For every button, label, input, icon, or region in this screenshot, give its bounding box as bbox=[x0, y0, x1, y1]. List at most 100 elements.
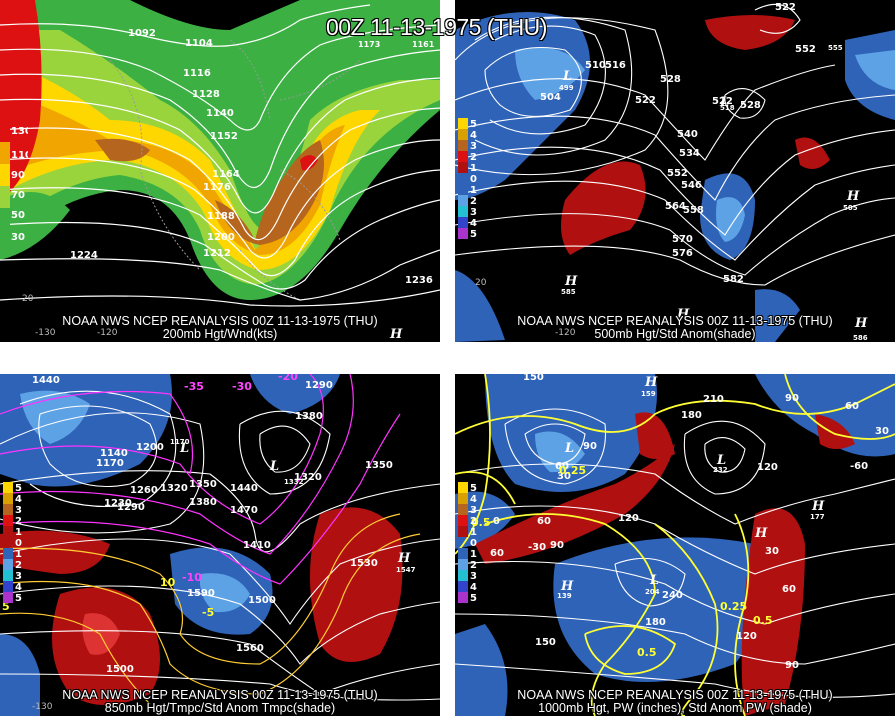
contour-label: 1290 bbox=[117, 502, 145, 513]
low-pressure-symbol: L bbox=[564, 441, 574, 456]
legend-label: 4 bbox=[470, 218, 477, 229]
legend-label: 2 bbox=[470, 516, 477, 527]
contour-label: 1440 bbox=[230, 483, 258, 494]
contour-label: 1380 bbox=[295, 411, 323, 422]
high-pressure-symbol: H bbox=[397, 551, 411, 566]
contour-label: 558 bbox=[683, 205, 704, 216]
contour-label: 1212 bbox=[203, 248, 231, 259]
height-contours bbox=[455, 3, 895, 286]
contour-label: 528 bbox=[740, 100, 761, 111]
map-1000mb: 150 210 180 90 60 30 0 -30 60 90 120 150… bbox=[455, 374, 895, 716]
legend-label: 1 bbox=[470, 549, 477, 560]
legend-label: 130 bbox=[11, 126, 28, 137]
legend-label: 0 bbox=[470, 174, 477, 185]
legend-label: 1 bbox=[15, 549, 22, 560]
high-pressure-symbol: H bbox=[846, 189, 860, 204]
low-pressure-symbol: L bbox=[716, 453, 726, 468]
legend-label: 5 bbox=[15, 483, 22, 494]
contour-label: 30 bbox=[557, 471, 571, 482]
contour-label: 1470 bbox=[230, 505, 258, 516]
contour-label: 522 bbox=[635, 95, 656, 106]
contour-label: 504 bbox=[540, 92, 561, 103]
center-value: 505 bbox=[843, 204, 858, 212]
contour-label: 1170 bbox=[96, 458, 124, 469]
contour-label: 30 bbox=[875, 426, 889, 437]
contour-label: 180 bbox=[681, 410, 702, 421]
temp-label: 5 bbox=[2, 600, 10, 613]
contour-label: 1128 bbox=[192, 89, 220, 100]
wind-core-red-2 bbox=[300, 155, 318, 171]
panel-caption-source: NOAA NWS NCEP REANALYSIS 00Z 11-13-1975 … bbox=[517, 688, 833, 702]
contour-label: -30 bbox=[528, 542, 546, 553]
panel-200mb: 1092 1104 1116 1128 1140 1152 1164 1176 … bbox=[0, 0, 440, 342]
panel-caption-source: NOAA NWS NCEP REANALYSIS 00Z 11-13-1975 … bbox=[517, 314, 833, 328]
panel-caption-field: 1000mb Hgt, PW (inches), Std Anom PW (sh… bbox=[538, 701, 812, 715]
contour-label: 1290 bbox=[305, 380, 333, 391]
lon-tick: -120 bbox=[97, 328, 118, 338]
legend-label: 3 bbox=[15, 571, 22, 582]
contour-label: 1176 bbox=[203, 182, 231, 193]
panel-caption-field: 500mb Hgt/Std Anom(shade) bbox=[594, 327, 756, 341]
anomaly-red-east bbox=[310, 507, 403, 662]
high-pressure-symbol: H bbox=[854, 316, 868, 331]
anomaly-legend: 5 4 3 2 1 0 1 2 3 4 5 bbox=[458, 482, 477, 604]
contour-label: 1350 bbox=[365, 460, 393, 471]
contour-label: 1590 bbox=[187, 588, 215, 599]
map-850mb: 1440 1170 1140 1200 1230 1260 1290 1320 … bbox=[0, 374, 440, 716]
contour-label: 1200 bbox=[136, 442, 164, 453]
high-pressure-symbol: H bbox=[811, 499, 825, 514]
legend-label: 4 bbox=[15, 494, 22, 505]
contour-label: 1164 bbox=[212, 169, 240, 180]
contour-label: 90 bbox=[550, 540, 564, 551]
contour-label: 120 bbox=[618, 513, 639, 524]
legend-label: 5 bbox=[470, 119, 477, 130]
legend-label: 5 bbox=[470, 593, 477, 604]
contour-label: 576 bbox=[672, 248, 693, 259]
contour-label: 552 bbox=[795, 44, 816, 55]
anomaly-blue-southwest bbox=[0, 634, 40, 716]
contour-label: 180 bbox=[645, 617, 666, 628]
anomaly-lightblue-central bbox=[716, 197, 745, 242]
panel-850mb: 1440 1170 1140 1200 1230 1260 1290 1320 … bbox=[0, 374, 440, 716]
anomaly-blue-northeast bbox=[755, 374, 895, 457]
contour-label: 582 bbox=[723, 274, 744, 285]
lon-tick: -120 bbox=[555, 328, 576, 338]
legend-label: 2 bbox=[470, 196, 477, 207]
center-value: 586 bbox=[853, 334, 868, 342]
legend-label: 50 bbox=[11, 210, 25, 221]
temperature-contours-warm bbox=[0, 513, 421, 705]
temp-label: -10 bbox=[182, 571, 202, 584]
contour-label: 90 bbox=[785, 393, 799, 404]
legend-label: 110 bbox=[11, 150, 28, 161]
contour-label: 1092 bbox=[128, 28, 156, 39]
pw-label: 0.5 bbox=[471, 516, 491, 529]
lat-tick: 20 bbox=[475, 278, 487, 288]
temperature-contours-cold bbox=[0, 374, 401, 585]
contour-label: 570 bbox=[672, 234, 693, 245]
center-value: 555 bbox=[828, 44, 843, 52]
map-200mb: 1092 1104 1116 1128 1140 1152 1164 1176 … bbox=[0, 0, 440, 342]
lon-tick: -130 bbox=[32, 702, 53, 712]
contour-label-small: 1161 bbox=[412, 40, 435, 49]
anomaly-red-south bbox=[741, 508, 805, 716]
contour-label: 1500 bbox=[248, 595, 276, 606]
contour-label: 1530 bbox=[350, 558, 378, 569]
temp-label: -35 bbox=[184, 380, 204, 393]
pw-label: 0.25 bbox=[559, 464, 586, 477]
contour-label: 0 bbox=[493, 516, 500, 527]
panel-divider-horizontal bbox=[0, 342, 895, 374]
panel-caption-field: 850mb Hgt/Tmpc/Std Anom Tmpc(shade) bbox=[104, 701, 336, 715]
contour-label: -60 bbox=[850, 461, 868, 472]
height-contours bbox=[0, 390, 440, 701]
legend-label: 4 bbox=[470, 130, 477, 141]
legend-label: 2 bbox=[470, 560, 477, 571]
anomaly-blue-south bbox=[455, 270, 800, 342]
pw-label: 0.25 bbox=[720, 600, 747, 613]
wind-band-green-2 bbox=[0, 192, 70, 260]
contour-label: 150 bbox=[535, 637, 556, 648]
center-value: 232 bbox=[713, 466, 728, 474]
legend-label: 4 bbox=[470, 494, 477, 505]
contour-label: 30 bbox=[765, 546, 779, 557]
main-title: 00Z 11-13-1975 (THU) bbox=[326, 14, 547, 40]
legend-label: 5 bbox=[15, 593, 22, 604]
